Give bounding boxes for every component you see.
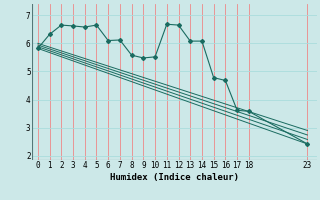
X-axis label: Humidex (Indice chaleur): Humidex (Indice chaleur) [110,173,239,182]
